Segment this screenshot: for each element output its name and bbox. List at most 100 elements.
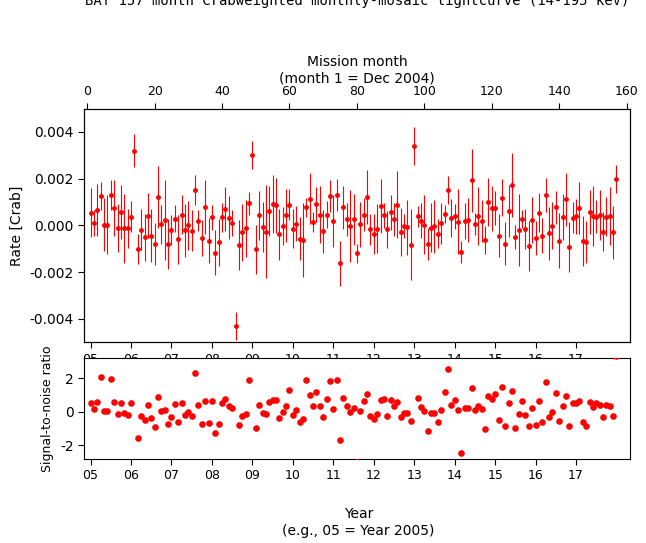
Point bbox=[588, 402, 598, 411]
Point bbox=[473, 402, 483, 411]
Point bbox=[339, 394, 349, 402]
Point bbox=[318, 412, 328, 421]
Point bbox=[524, 421, 534, 430]
Point bbox=[520, 411, 530, 419]
Point bbox=[163, 420, 173, 428]
Point bbox=[456, 449, 466, 457]
Point bbox=[439, 387, 450, 396]
Point bbox=[193, 400, 203, 409]
Point bbox=[412, 393, 422, 402]
Point bbox=[112, 410, 123, 419]
Point bbox=[406, 416, 416, 425]
Point bbox=[96, 372, 106, 381]
Point bbox=[365, 412, 375, 420]
Point bbox=[203, 419, 214, 428]
Point bbox=[430, 408, 440, 417]
Point bbox=[234, 421, 244, 430]
Point bbox=[422, 427, 433, 435]
Point bbox=[494, 415, 504, 424]
Point bbox=[355, 407, 366, 415]
Point bbox=[483, 392, 494, 400]
Point bbox=[480, 425, 490, 433]
Point bbox=[463, 403, 474, 412]
Point bbox=[466, 383, 477, 392]
Point bbox=[173, 418, 183, 426]
Point bbox=[416, 403, 426, 412]
Point bbox=[180, 411, 190, 420]
Point bbox=[190, 369, 200, 377]
Point bbox=[443, 365, 453, 374]
Point bbox=[176, 399, 187, 407]
Point bbox=[328, 405, 339, 414]
Point bbox=[257, 409, 267, 418]
Point bbox=[567, 399, 578, 408]
Point bbox=[541, 378, 551, 387]
Point bbox=[315, 401, 325, 410]
Point bbox=[331, 376, 342, 384]
Point bbox=[240, 409, 251, 418]
Point bbox=[581, 421, 591, 430]
Point bbox=[325, 376, 335, 385]
Point bbox=[267, 395, 278, 404]
Point bbox=[132, 433, 143, 442]
Point bbox=[348, 403, 359, 412]
Point bbox=[311, 388, 322, 396]
Point bbox=[291, 406, 302, 415]
Point bbox=[187, 412, 197, 420]
Point bbox=[386, 395, 396, 404]
Point bbox=[571, 399, 581, 408]
Point bbox=[547, 408, 557, 416]
Point bbox=[601, 400, 612, 409]
Point bbox=[433, 418, 443, 426]
Point bbox=[200, 396, 211, 405]
Point bbox=[92, 397, 103, 406]
Point bbox=[611, 352, 621, 361]
Point bbox=[534, 397, 544, 406]
Point bbox=[227, 404, 237, 413]
Point bbox=[507, 387, 517, 395]
Point bbox=[389, 401, 399, 410]
Point bbox=[149, 422, 160, 431]
Point bbox=[278, 408, 288, 416]
Point bbox=[271, 396, 281, 405]
Point bbox=[295, 418, 305, 427]
Point bbox=[608, 412, 618, 421]
Point bbox=[459, 403, 470, 412]
Point bbox=[557, 402, 568, 411]
Point bbox=[102, 407, 112, 416]
Point bbox=[274, 414, 284, 422]
Point bbox=[591, 399, 601, 408]
Point bbox=[153, 392, 163, 401]
Point bbox=[298, 414, 308, 423]
Point bbox=[244, 375, 255, 384]
Point bbox=[261, 410, 271, 419]
Point bbox=[224, 402, 234, 411]
X-axis label: Mission month
(month 1 = Dec 2004): Mission month (month 1 = Dec 2004) bbox=[279, 55, 435, 85]
Point bbox=[119, 409, 129, 418]
Point bbox=[308, 402, 318, 411]
Point bbox=[490, 390, 500, 399]
Point bbox=[486, 395, 497, 403]
Point bbox=[304, 390, 315, 399]
Point bbox=[207, 396, 217, 405]
Point bbox=[116, 399, 126, 408]
Point bbox=[129, 331, 140, 340]
Point bbox=[409, 337, 419, 345]
Point bbox=[351, 457, 362, 466]
Point bbox=[196, 419, 207, 428]
Point bbox=[237, 412, 247, 420]
Point bbox=[594, 401, 605, 409]
Point bbox=[345, 408, 355, 416]
Point bbox=[554, 417, 565, 426]
Y-axis label: Rate [Crab]: Rate [Crab] bbox=[10, 185, 24, 266]
Point bbox=[453, 406, 463, 414]
Point bbox=[160, 405, 170, 414]
Point bbox=[170, 400, 180, 408]
Point bbox=[220, 395, 231, 403]
Point bbox=[497, 382, 507, 391]
Point bbox=[247, 324, 258, 332]
Point bbox=[426, 409, 436, 418]
Point bbox=[359, 397, 369, 406]
Point bbox=[477, 405, 487, 413]
Point bbox=[530, 420, 541, 429]
